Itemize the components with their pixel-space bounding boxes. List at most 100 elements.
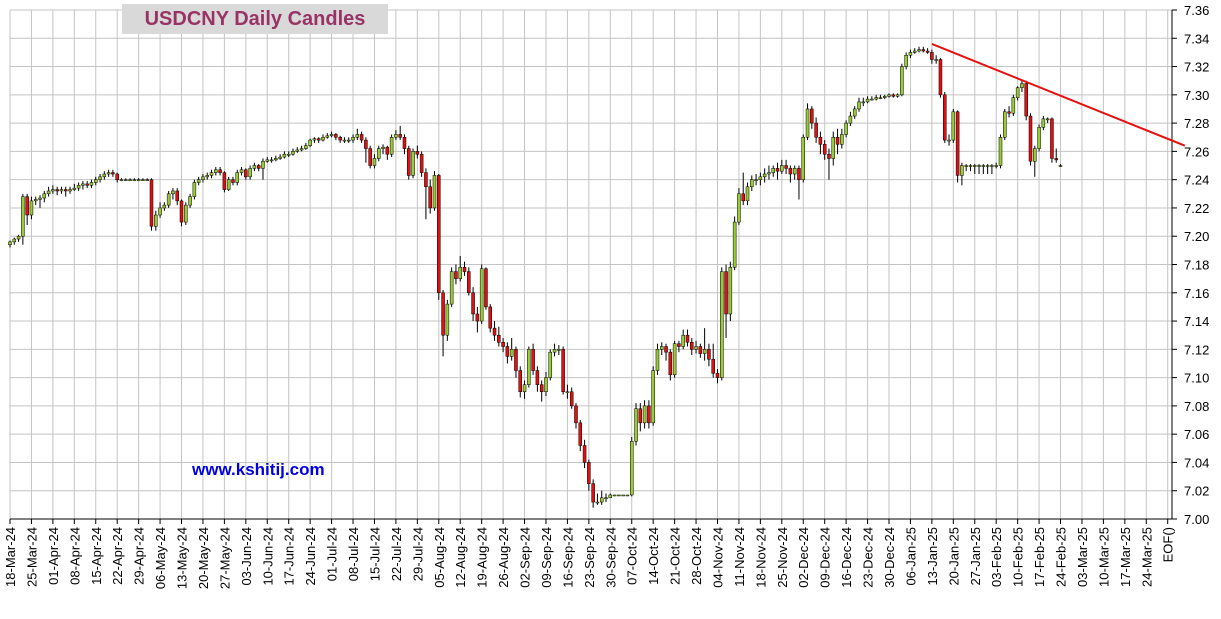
x-tick-label: 29-Jul-24 [410,527,425,581]
candle-body [981,165,986,167]
candle-body [835,137,840,145]
candle-body [694,346,698,350]
candle-body [690,342,694,350]
candle-body [432,175,437,209]
candle-body [8,241,12,245]
candle-body [261,161,265,169]
candle-body [162,204,167,209]
candle-body [647,405,651,424]
candle-body [188,196,192,206]
candle-body [659,346,664,350]
candle-body [488,306,492,329]
candle-body [72,187,77,190]
candle-body [934,59,938,61]
candle-body [784,165,788,169]
candle-body [745,186,750,202]
candle-body [342,139,347,142]
x-tick-label: 13-Jan-25 [925,527,940,586]
candle-body [985,165,990,167]
candle-body [106,172,111,175]
candle-body [256,165,261,169]
x-tick-label: 04-Nov-24 [710,527,725,588]
candle-body [42,193,47,199]
candle-body [38,197,42,200]
candle-body [497,334,501,343]
candle-body [634,408,638,442]
candle-body [351,137,355,141]
y-tick-label: 7.14 [1184,314,1209,329]
candle-body [33,199,38,202]
chart-title: USDCNY Daily Candles [145,8,366,30]
candle-body [942,94,947,141]
candle-body [822,144,827,155]
x-tick-label: 05-Aug-24 [432,527,447,588]
candle-body [951,111,956,141]
x-tick-label: 24-Jun-24 [303,527,318,586]
x-tick-label: 17-Feb-25 [1032,527,1047,587]
candle-body [638,408,643,424]
candle-body [569,391,574,407]
candle-body [1003,111,1007,138]
y-tick-label: 7.30 [1184,88,1209,103]
x-tick-label: 08-Jul-24 [346,527,361,581]
x-tick-label: 10-Jun-24 [260,527,275,586]
x-tick-label: 17-Jun-24 [282,527,297,586]
candle-body [621,494,625,497]
candle-body [1054,158,1058,161]
candle-body [720,271,724,378]
candle-body [664,346,668,353]
y-tick-label: 7.02 [1184,484,1209,499]
x-tick-label: 30-Dec-24 [882,527,897,588]
x-tick-label: 18-Nov-24 [753,527,768,588]
candle-body [381,146,385,149]
candle-body [861,101,866,104]
y-tick-label: 7.06 [1184,427,1209,442]
candle-body [1037,127,1041,149]
candle-body [762,173,767,178]
candle-body [1050,118,1054,159]
candle-body [467,271,471,294]
candle-body [921,49,926,52]
candle-body [89,182,94,186]
candle-body [711,358,715,374]
x-tick-label: 22-Apr-24 [110,527,125,585]
x-tick-label: 22-Jul-24 [389,527,404,581]
title-box [122,4,388,34]
candle-body [814,122,818,138]
x-tick-label: 10-Feb-25 [1011,527,1026,587]
candle-body [882,95,887,98]
candle-body [145,179,149,181]
candle-body [59,189,64,192]
candle-body [385,146,390,155]
candle-body [925,50,930,53]
candle-body [115,173,119,180]
candle-body [870,98,874,101]
candle-body [617,494,621,497]
candle-body [930,52,934,60]
y-tick-label: 7.08 [1184,399,1209,414]
candle-body [449,271,454,305]
candle-body [582,445,587,463]
candle-body [196,179,201,183]
candle-body [672,343,677,376]
candle-body [16,235,21,240]
candle-body [587,462,591,484]
candle-body [801,137,805,180]
x-tick-label: 09-Dec-24 [818,527,833,588]
candle-body [304,145,308,149]
candle-body [887,94,891,97]
candle-body [955,111,960,176]
x-tick-label: 17-Mar-25 [1118,527,1133,587]
candle-body [265,159,270,162]
candle-body [299,148,304,151]
y-tick-label: 7.16 [1184,286,1209,301]
candle-body [964,165,968,167]
candle-body [231,179,235,183]
candle-body [364,139,368,149]
candle-body [608,494,613,499]
x-tick-label: 01-Apr-24 [46,527,61,585]
candle-body [1020,83,1024,89]
candle-body [415,151,420,155]
candle-body [960,165,964,176]
candle-body [900,66,904,96]
